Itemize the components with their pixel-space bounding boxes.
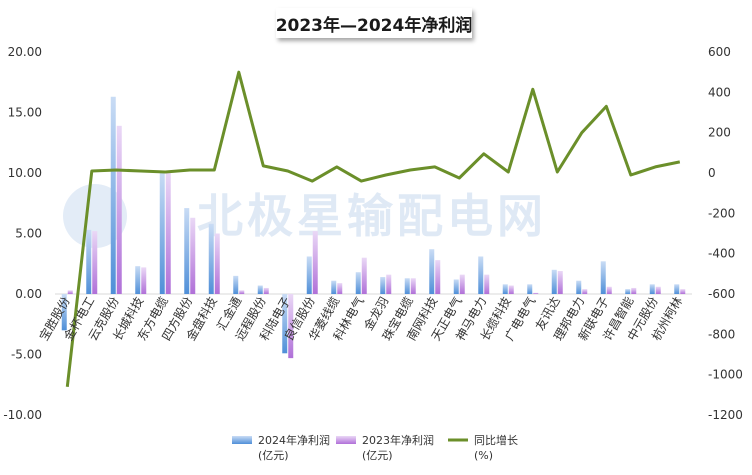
bar-2023 <box>263 287 269 294</box>
y-right-tick-label: -400 <box>708 247 735 261</box>
bar-2024 <box>453 279 459 294</box>
bar-2024 <box>306 256 312 294</box>
legend-label: 2023年净利润 <box>362 433 434 447</box>
bar-2024 <box>576 280 582 294</box>
bar-2023 <box>239 290 245 294</box>
bar-2024 <box>527 284 533 294</box>
bar-2024 <box>404 278 410 294</box>
bar-2023 <box>92 231 98 294</box>
bar-2024 <box>110 96 116 295</box>
bar-2023 <box>337 283 343 294</box>
legend-unit: (亿元) <box>362 449 393 462</box>
bar-2023 <box>533 292 539 294</box>
bar-2023 <box>288 294 294 359</box>
bar-2024 <box>86 229 92 294</box>
bar-2023 <box>410 278 416 294</box>
legend-swatch-2024 <box>232 436 252 444</box>
y-left-tick-label: 5.00 <box>15 227 42 241</box>
bar-2024 <box>135 266 141 294</box>
y-right-tick-label: 600 <box>708 45 731 59</box>
bar-2024 <box>674 284 680 294</box>
y-left-tick-label: 20.00 <box>8 45 42 59</box>
bar-2023 <box>361 257 367 294</box>
bar-2023 <box>459 274 465 294</box>
growth-line <box>65 70 681 387</box>
watermark-text: 北极星输配电网 <box>197 189 547 243</box>
y-right-tick-label: -600 <box>708 287 735 301</box>
bar-2024 <box>478 256 484 294</box>
bar-2024 <box>331 280 337 294</box>
y-right-tick-label: -200 <box>708 206 735 220</box>
bar-2024 <box>380 277 386 294</box>
y-right-tick-label: -800 <box>708 327 735 341</box>
bar-2024 <box>208 223 214 294</box>
bar-2023 <box>484 274 490 294</box>
bar-2024 <box>159 171 165 294</box>
bar-2023 <box>214 233 220 294</box>
bar-2023 <box>655 286 661 294</box>
y-right-tick-label: -1000 <box>708 368 743 382</box>
bar-2024 <box>61 294 67 331</box>
bar-2024 <box>502 284 508 294</box>
y-left-tick-label: -10.00 <box>3 408 42 422</box>
bar-2024 <box>625 289 631 294</box>
bar-2024 <box>649 284 655 294</box>
bar-2023 <box>386 274 392 294</box>
bar-2023 <box>680 289 686 294</box>
y-left-tick-label: 10.00 <box>8 166 42 180</box>
bar-2024 <box>257 285 263 294</box>
bar-2024 <box>233 275 239 294</box>
bar-2024 <box>355 272 361 294</box>
bar-2023 <box>557 271 563 294</box>
bar-2023 <box>435 260 441 294</box>
y-right-tick-label: 400 <box>708 85 731 99</box>
y-right-tick-label: 0 <box>708 166 716 180</box>
legend-label: 同比增长 <box>474 433 518 447</box>
bar-2023 <box>67 290 73 294</box>
y-left-tick-label: 0.00 <box>15 287 42 301</box>
chart-title: 2023年—2024年净利润 <box>275 15 473 36</box>
legend-unit: (%) <box>474 449 493 462</box>
y-right-tick-label: -1200 <box>708 408 743 422</box>
bar-2023 <box>312 231 318 294</box>
bar-2024 <box>600 261 606 294</box>
chart-title-box: 2023年—2024年净利润 <box>276 8 472 38</box>
legend-unit: (亿元) <box>258 449 289 462</box>
bar-2024 <box>429 249 435 294</box>
bar-2023 <box>606 286 612 294</box>
legend-swatch-2023 <box>336 436 356 444</box>
bar-2023 <box>582 289 588 294</box>
bar-2024 <box>282 294 288 354</box>
bar-2023 <box>190 217 196 294</box>
y-right-tick-label: 200 <box>708 126 731 140</box>
bar-2024 <box>184 208 190 294</box>
y-left-tick-label: 15.00 <box>8 106 42 120</box>
bar-2023 <box>508 285 514 294</box>
bar-2024 <box>551 269 557 294</box>
legend-label: 2024年净利润 <box>258 433 330 447</box>
bar-2023 <box>141 267 147 294</box>
bar-2023 <box>631 287 637 294</box>
y-left-tick-label: -5.00 <box>11 348 42 362</box>
bar-2023 <box>116 125 122 294</box>
bar-2023 <box>165 170 171 294</box>
